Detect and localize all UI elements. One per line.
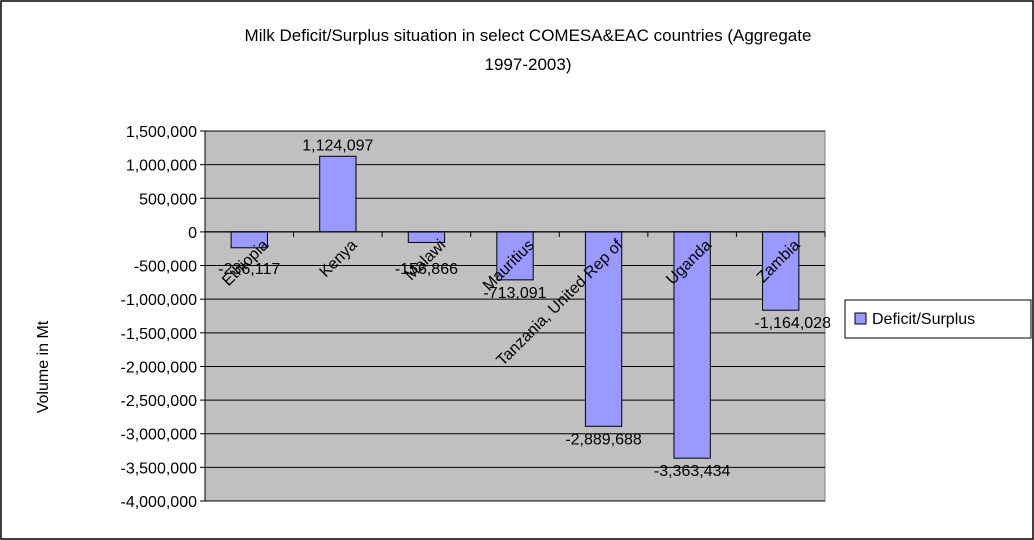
legend: Deficit/Surplus xyxy=(844,299,1032,339)
y-axis-label: Volume in Mt xyxy=(35,320,52,413)
y-tick-label: -2,500,000 xyxy=(120,393,197,410)
bar xyxy=(319,155,357,233)
data-label: -2,889,688 xyxy=(565,431,642,448)
data-label: -156,866 xyxy=(395,261,458,278)
data-label: -713,091 xyxy=(483,285,546,302)
data-label: -1,164,028 xyxy=(754,315,831,332)
y-tick-label: -3,500,000 xyxy=(120,460,197,477)
legend-box xyxy=(844,299,1032,339)
y-tick-label: -3,000,000 xyxy=(120,427,197,444)
bar xyxy=(762,231,800,311)
data-label: 1,124,097 xyxy=(302,137,373,154)
data-label: -236,117 xyxy=(218,261,280,278)
y-tick-label: 500,000 xyxy=(139,191,197,208)
axes xyxy=(200,130,826,502)
y-tick-label: 1,500,000 xyxy=(126,124,197,141)
y-tick-label: 1,000,000 xyxy=(126,158,197,175)
y-tick-label: -2,000,000 xyxy=(120,359,197,376)
y-tick-label: 0 xyxy=(188,225,197,242)
y-tick-label: -500,000 xyxy=(134,259,197,276)
y-tick-labels: 1,500,000 1,000,000 500,000 0 -500,000 -1,000… xyxy=(120,124,197,511)
gridlines xyxy=(205,130,825,502)
legend-label: Deficit/Surplus xyxy=(872,311,975,328)
bar xyxy=(496,231,534,281)
y-tick-label: -4,000,000 xyxy=(120,494,197,511)
data-label: -3,363,434 xyxy=(654,463,731,480)
legend-swatch xyxy=(854,312,867,325)
plot-area xyxy=(204,130,826,502)
y-tick-label: -1,500,000 xyxy=(120,326,197,343)
chart-title-line-1: Milk Deficit/Surplus situation in select… xyxy=(245,26,812,45)
y-tick-label: -1,000,000 xyxy=(120,292,197,309)
data-labels: -236,117 1,124,097 -156,866 -713,091 -2,889,… xyxy=(218,137,831,480)
chart-title-line-2: 1997-2003) xyxy=(485,55,572,74)
